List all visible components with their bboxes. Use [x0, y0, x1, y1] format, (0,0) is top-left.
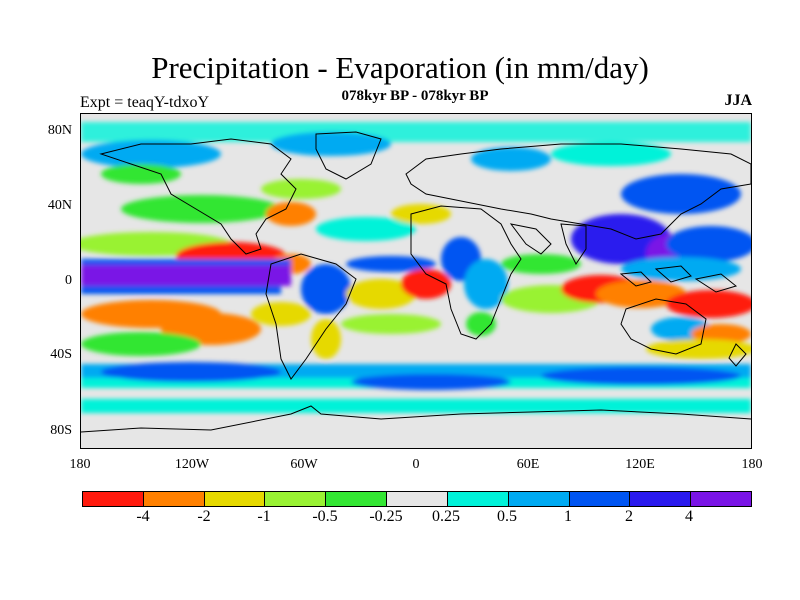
- colorbar-swatch: [204, 492, 266, 506]
- colorbar-swatch: [143, 492, 205, 506]
- lat-label-80s: 80S: [50, 423, 72, 438]
- field-patches: [81, 122, 751, 413]
- map-title: Precipitation - Evaporation (in mm/day): [151, 50, 649, 85]
- colorbar-swatch: [447, 492, 509, 506]
- lon-label-180e: 180: [741, 457, 763, 472]
- colorbar: [82, 491, 752, 507]
- lon-label-120e: 120E: [625, 457, 655, 472]
- map-subtitle: 078kyr BP - 078kyr BP: [341, 88, 489, 104]
- lon-label-60w: 60W: [290, 457, 318, 472]
- map-field: [81, 114, 751, 448]
- colorbar-label: -4: [136, 508, 150, 525]
- precip-evap-map: [80, 113, 752, 449]
- colorbar-label: 1: [564, 508, 572, 525]
- colorbar-swatch: [691, 492, 751, 506]
- colorbar-label: 4: [685, 508, 693, 525]
- experiment-label: Expt = teaqY-tdxoY: [80, 94, 209, 111]
- lon-label-60e: 60E: [516, 457, 540, 472]
- colorbar-label: 0.25: [432, 508, 460, 525]
- colorbar-swatch: [326, 492, 388, 506]
- colorbar-swatch: [387, 492, 448, 506]
- lat-label-eq: 0: [65, 273, 72, 288]
- lat-label-40n: 40N: [47, 198, 72, 213]
- colorbar-label: 2: [625, 508, 633, 525]
- colorbar-swatch: [508, 492, 570, 506]
- colorbar-swatch: [569, 492, 631, 506]
- colorbar-swatch: [630, 492, 692, 506]
- lon-label-120w: 120W: [174, 457, 210, 472]
- colorbar-label: -2: [197, 508, 211, 525]
- lon-label-0: 0: [412, 457, 420, 472]
- colorbar-label: -0.25: [369, 508, 403, 525]
- lon-label-180w: 180: [69, 457, 91, 472]
- colorbar-label: 0.5: [497, 508, 517, 525]
- lat-label-80n: 80N: [47, 123, 72, 138]
- colorbar-label: -1: [257, 508, 271, 525]
- lat-label-40s: 40S: [50, 347, 72, 362]
- colorbar-swatch: [265, 492, 327, 506]
- season-label: JJA: [724, 92, 752, 109]
- colorbar-label: -0.5: [312, 508, 338, 525]
- coastlines: [81, 131, 751, 433]
- colorbar-swatch: [83, 492, 144, 506]
